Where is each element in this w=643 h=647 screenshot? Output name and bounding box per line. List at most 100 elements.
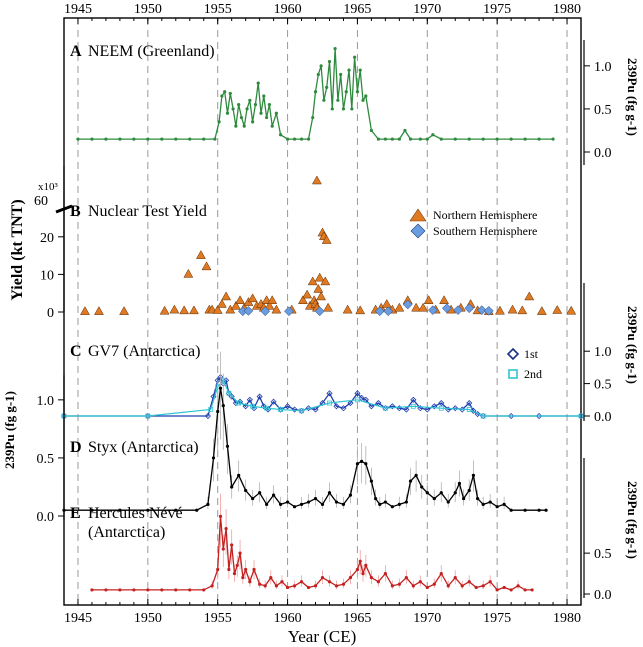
- data-point: [410, 403, 416, 409]
- data-point: [425, 491, 429, 495]
- x-tick-label-bottom-1975: 1975: [483, 611, 511, 626]
- y-tick-label-B: 10: [40, 268, 54, 283]
- data-point: [322, 98, 326, 102]
- data-point-northern: [355, 305, 366, 315]
- data-point: [452, 405, 459, 412]
- data-point-southern: [383, 306, 394, 317]
- data-point-outlier: [311, 175, 322, 185]
- panel-title-b: Nuclear Test Yield: [88, 203, 207, 220]
- data-point: [369, 479, 374, 483]
- data-point: [299, 137, 304, 141]
- data-point-northern: [507, 304, 518, 314]
- data-point: [217, 120, 221, 124]
- y-axis-a: 0.0 0.5 1.0: [583, 40, 612, 165]
- x-tick-label-top-1970: 1970: [413, 2, 441, 17]
- legend-label-southern: Southern Hemisphere: [433, 224, 537, 238]
- data-point: [232, 571, 237, 576]
- data-point-northern: [196, 250, 206, 259]
- data-point: [460, 584, 464, 588]
- data-point: [488, 580, 492, 584]
- data-point: [333, 47, 337, 51]
- data-point: [195, 508, 199, 512]
- data-point: [347, 68, 351, 72]
- data-point: [376, 580, 380, 584]
- data-point-northern: [247, 293, 258, 303]
- data-point: [509, 508, 513, 512]
- data-point-northern: [307, 276, 318, 286]
- panel-gv7: C GV7 (Antarctica) 0.0 0.5 1.0 239Pu (fg g…: [60, 283, 640, 425]
- data-point-northern: [323, 302, 334, 312]
- data-point-northern: [381, 298, 392, 308]
- data-point: [327, 59, 332, 64]
- data-point: [299, 580, 304, 584]
- data-point: [132, 588, 136, 592]
- data-point-northern: [314, 272, 325, 282]
- data-point-northern: [552, 304, 563, 314]
- data-point: [509, 137, 513, 141]
- data-point: [206, 502, 210, 506]
- data-point-northern: [264, 300, 275, 310]
- data-point: [245, 107, 249, 111]
- data-point-northern: [271, 304, 282, 314]
- data-point: [509, 588, 513, 592]
- data-point: [230, 543, 234, 547]
- y-tick-label-D: 0.5: [37, 452, 55, 467]
- data-point: [313, 496, 318, 501]
- data-point: [160, 588, 164, 592]
- data-point: [267, 103, 272, 107]
- y-axis-title-c: 239Pu (fg g-1): [625, 306, 640, 384]
- data-point: [471, 473, 476, 477]
- data-point: [462, 496, 466, 501]
- data-point: [312, 406, 319, 413]
- data-point: [305, 405, 312, 412]
- x-axis-bottom: 1945 1950 1955 1960 1965 1970 1975 1980: [63, 599, 582, 626]
- data-point: [341, 502, 346, 506]
- data-point: [280, 580, 284, 584]
- data-point: [237, 103, 241, 107]
- legend-label-2nd: 2nd: [524, 367, 542, 381]
- data-point-southern: [374, 306, 385, 317]
- data-point: [259, 111, 263, 115]
- data-point: [341, 582, 346, 586]
- data-point: [353, 55, 357, 59]
- data-point: [234, 124, 238, 128]
- data-point: [383, 571, 387, 576]
- panel-title-c: GV7 (Antarctica): [88, 343, 200, 360]
- data-point: [104, 588, 108, 592]
- data-point: [226, 390, 232, 396]
- data-point: [188, 588, 192, 592]
- data-point: [347, 399, 354, 407]
- data-point: [457, 481, 462, 486]
- series-neem: [76, 47, 555, 141]
- y-axis-e: 0.0 0.5: [583, 458, 612, 603]
- data-point: [246, 396, 253, 403]
- data-point-northern: [189, 305, 199, 315]
- y-tick-label-B: 20: [40, 231, 54, 246]
- data-point: [495, 588, 499, 592]
- data-point: [104, 137, 108, 141]
- data-point: [537, 508, 541, 512]
- data-point-northern: [423, 295, 434, 304]
- data-point: [285, 585, 290, 590]
- data-point: [213, 137, 217, 141]
- data-point: [313, 90, 318, 94]
- data-point: [378, 502, 382, 506]
- data-point: [236, 400, 242, 406]
- panel-title-e-line2: (Antarctica): [88, 524, 165, 541]
- data-point: [446, 584, 450, 588]
- data-point: [424, 406, 431, 413]
- data-point-northern: [221, 291, 232, 301]
- data-point: [439, 491, 443, 495]
- data-point: [269, 576, 273, 580]
- data-point: [285, 500, 290, 504]
- data-point: [265, 502, 269, 506]
- data-point: [397, 582, 401, 586]
- data-point: [350, 107, 354, 111]
- data-point: [333, 403, 340, 410]
- data-point: [241, 576, 245, 580]
- data-point: [274, 111, 278, 115]
- data-point: [224, 527, 228, 531]
- data-point: [376, 137, 380, 141]
- data-point: [414, 473, 418, 477]
- data-point: [256, 81, 260, 85]
